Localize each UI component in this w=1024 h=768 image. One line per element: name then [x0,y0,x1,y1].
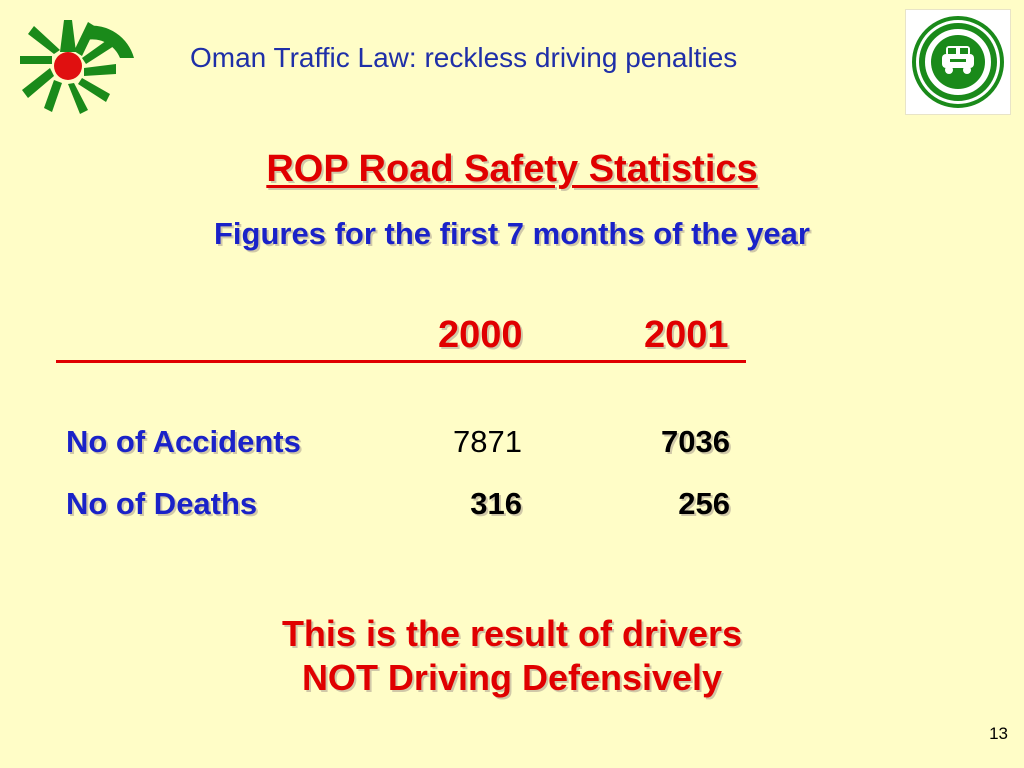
row-label-deaths: No of Deaths [66,486,258,521]
deaths-2000-value: 316 [470,486,522,521]
conclusion-line-1: This is the result of drivers [281,613,743,654]
row-label-accidents: No of Accidents [66,424,301,459]
header-underline [56,360,746,363]
page-number: 13 [989,724,1008,743]
conclusion-line-2: NOT Driving Defensively [301,657,723,698]
car-seal-logo-icon [906,10,1010,114]
subtitle: Figures for the first 7 months of the ye… [214,216,810,251]
conclusion-message: This is the result of drivers NOT Drivin… [0,612,1024,700]
accidents-2000-value: 7871 [453,424,522,459]
table-header-row: 2000 2001 [56,314,746,366]
sunburst-logo-icon [18,14,138,118]
header-title: Oman Traffic Law: reckless driving penal… [190,42,738,73]
accidents-2001-value: 7036 [661,424,730,459]
deaths-2001-value: 256 [678,486,730,521]
column-header-2001: 2001 [644,314,729,356]
main-title: ROP Road Safety Statistics [266,148,758,190]
column-header-2000: 2000 [438,314,523,356]
